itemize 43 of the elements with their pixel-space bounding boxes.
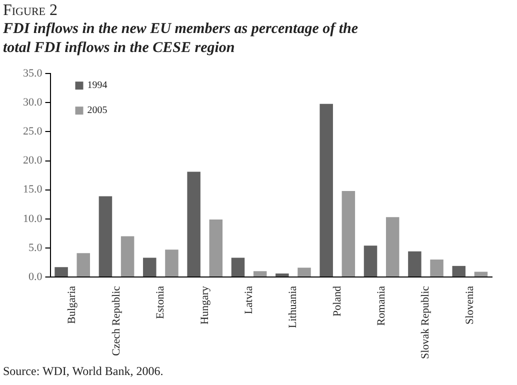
bar [98, 196, 112, 276]
x-tick-label: Slovak Republic [420, 286, 432, 360]
bar [298, 268, 311, 276]
y-tick-label: 25.0 [23, 126, 43, 138]
bar [276, 273, 289, 276]
x-tick-label: Bulgaria [66, 286, 78, 324]
bar [342, 190, 356, 276]
bar [231, 258, 245, 276]
y-tick-label: 10.0 [23, 212, 43, 225]
bar [386, 217, 400, 276]
bar [143, 258, 156, 276]
bar [474, 272, 488, 276]
bar [165, 250, 178, 276]
y-tick-label: 0.0 [28, 270, 43, 283]
x-tick-label: Hungary [198, 285, 211, 324]
source-note: Source: WDI, World Bank, 2006. [3, 364, 164, 379]
legend-label: 2005 [87, 105, 108, 116]
y-tick-label: 5.0 [28, 242, 43, 254]
bar [76, 253, 90, 276]
x-tick-label: Latvia [242, 286, 255, 314]
y-tick-label: 15.0 [23, 184, 43, 196]
x-tick-label: Romania [375, 286, 388, 326]
chart-subtitle: FDI inflows in the new EU members as percentage of the total FDI inflows in the CESE region [3, 20, 360, 58]
x-tick-label: Slovenia [464, 286, 476, 324]
bar [54, 267, 68, 276]
legend-label: 1994 [87, 80, 108, 92]
y-tick-label: 20.0 [23, 154, 43, 167]
bar [320, 104, 333, 276]
bar [364, 246, 378, 276]
bar [187, 172, 200, 276]
bar [209, 219, 223, 276]
bar [430, 260, 444, 276]
y-tick-label: 35.0 [23, 67, 43, 80]
bar [253, 271, 267, 276]
bar [452, 266, 466, 276]
x-tick-label: Czech Republic [110, 286, 122, 356]
y-tick-label: 30.0 [23, 96, 43, 109]
x-tick-label: Poland [331, 285, 344, 317]
x-tick-label: Estonia [154, 286, 167, 319]
chart-title: Figure 2 [3, 2, 58, 20]
bar [408, 251, 422, 276]
bar [120, 236, 134, 276]
x-tick-label: Lithuania [287, 286, 300, 328]
